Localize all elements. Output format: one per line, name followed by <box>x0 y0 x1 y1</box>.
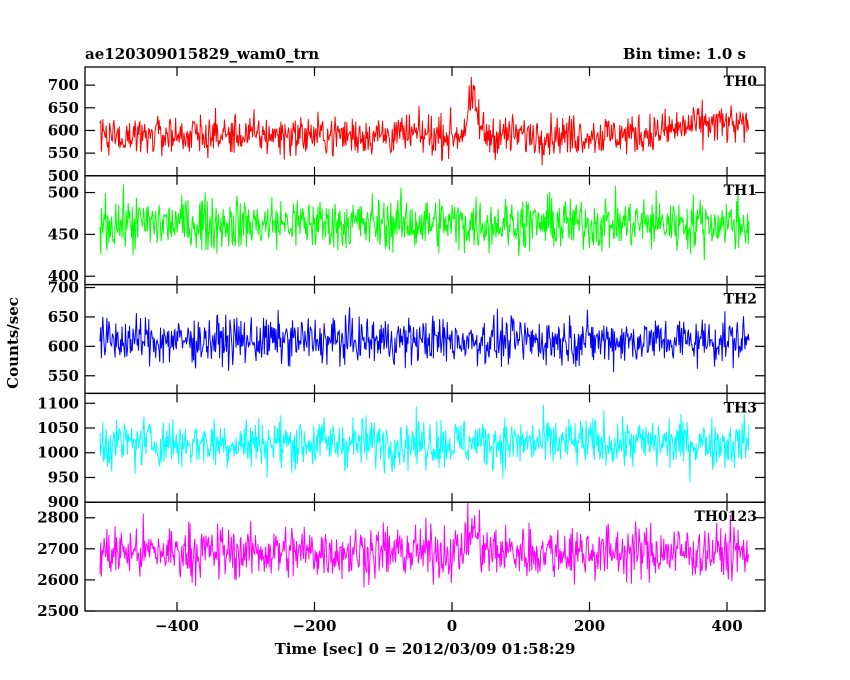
panel-th1: 400 450 500 TH1 <box>48 175 766 286</box>
series-line-th2 <box>99 307 750 373</box>
y-tick-label: 1050 <box>37 419 79 437</box>
x-tick-label: −200 <box>293 617 337 635</box>
y-tick-label: 550 <box>48 144 79 162</box>
panel-th3: 900 950 1000 1050 1100 TH3 <box>37 392 766 511</box>
y-tick-label: 700 <box>48 279 79 297</box>
series-line-th0 <box>99 76 750 166</box>
y-tick-label: 600 <box>48 121 79 139</box>
series-line-th0123 <box>99 502 750 588</box>
y-tick-label: 550 <box>48 367 79 385</box>
series-name-th0: TH0 <box>724 74 758 90</box>
plot-title: ae120309015829_wam0_trn <box>85 45 319 63</box>
panel-th2: 550 600 650 700 TH2 <box>48 279 766 395</box>
panel-th0: 500 550 600 650 700 TH0 <box>48 66 766 185</box>
panel-frame <box>84 501 766 612</box>
x-tick-label: 0 <box>447 617 457 635</box>
y-tick-label: 400 <box>48 267 79 285</box>
y-tick-label: 2800 <box>37 509 79 527</box>
x-tick-label: 200 <box>574 617 605 635</box>
y-tick-label: 700 <box>48 76 79 94</box>
x-tick-label: 400 <box>711 617 742 635</box>
series-name-th2: TH2 <box>724 292 757 308</box>
bin-time-label: Bin time: 1.0 s <box>623 45 746 63</box>
y-tick-label: 600 <box>48 337 79 355</box>
x-tick-label: −400 <box>155 617 199 635</box>
x-axis-label: Time [sec] 0 = 2012/03/09 01:58:29 <box>275 640 576 658</box>
series-line-th1 <box>99 184 750 261</box>
panels-group: 500 550 600 650 700 TH0 400 450 500 TH1 550 600 650 7… <box>37 66 766 620</box>
y-tick-label: 900 <box>48 493 79 511</box>
series-line-th3 <box>99 404 750 483</box>
y-tick-label: 450 <box>48 225 79 243</box>
y-tick-label: 2700 <box>37 540 79 558</box>
y-tick-label: 2600 <box>37 571 79 589</box>
y-tick-label: 1100 <box>37 394 79 412</box>
series-name-th1: TH1 <box>724 183 757 199</box>
y-tick-label: 500 <box>48 184 79 202</box>
y-tick-label: 950 <box>48 468 79 486</box>
y-tick-label: 650 <box>48 308 79 326</box>
series-name-th3: TH3 <box>724 400 757 416</box>
y-axis-label: Counts/sec <box>4 297 22 389</box>
y-tick-label: 1000 <box>37 444 79 462</box>
y-tick-label: 500 <box>48 167 79 185</box>
y-tick-label: 650 <box>48 99 79 117</box>
series-name-th0123: TH0123 <box>694 509 757 525</box>
x-axis: −400 −200 0 200 400 <box>155 617 743 635</box>
y-tick-label: 2500 <box>37 602 79 620</box>
panel-th0123: 2500 2600 2700 2800 TH0123 <box>37 501 766 620</box>
